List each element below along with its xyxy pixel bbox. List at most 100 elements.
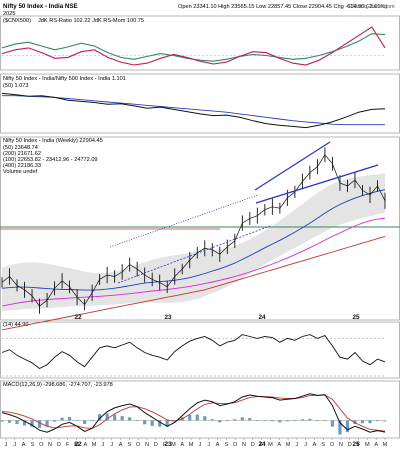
macd-histogram-bar [7, 420, 12, 423]
macd-histogram-bar [263, 420, 267, 422]
month-tick-label: D [251, 442, 255, 448]
month-tick-label: D [154, 442, 158, 448]
month-tick-label: A [216, 442, 220, 448]
price-legend-item: Volume undef [3, 169, 38, 175]
month-tick-label: S [321, 442, 325, 448]
macd-histogram-bar [330, 420, 335, 427]
ratio-line [1, 92, 386, 129]
macd-histogram-bar [60, 417, 64, 421]
month-tick-label: J [102, 442, 105, 448]
macd-histogram-bar [225, 420, 229, 422]
year-tick-label: 25 [352, 441, 360, 448]
year-tick-label: 22 [74, 441, 82, 448]
month-tick-label: M [365, 442, 370, 448]
month-tick-label: A [22, 442, 26, 448]
month-tick-label: M [286, 442, 291, 448]
macd-histogram-bar [353, 420, 357, 424]
macd-line [1, 393, 386, 433]
month-tick-label: A [313, 442, 317, 448]
ratio-subtitle: (50) 1.073 [3, 83, 29, 89]
year-tick-label: 23 [164, 441, 172, 448]
macd-histogram-bar [360, 420, 365, 424]
macd-histogram-bar [270, 420, 274, 422]
price-title: Nifty 50 Index - India (Weekly) 22904.45 [3, 138, 103, 144]
year-tick-label: 22 [74, 314, 82, 321]
month-tick-label: J [5, 442, 8, 448]
macd-histogram-bar [165, 420, 169, 427]
month-tick-label: O [39, 442, 44, 448]
macd-title: MACD(12,26,9) -298.686, -274.707, -23.97… [3, 382, 113, 388]
macd-histogram-bar [375, 420, 380, 422]
price-legend-item: (200) 21671.62 [3, 151, 41, 157]
macd-histogram-bar [345, 420, 350, 433]
macd-panel [0, 393, 387, 435]
macd-histogram-bar [0, 420, 4, 422]
month-tick-label: D [57, 442, 61, 448]
price-ma200-line [1, 235, 386, 331]
price-legend-item: (400) 22186.33 [3, 163, 41, 169]
macd-histogram-bar [300, 419, 304, 421]
macd-histogram-bar [195, 414, 199, 421]
macd-histogram-bar [338, 420, 342, 435]
month-tick-label: N [242, 442, 246, 448]
rs-symbol-label: ($CNX500) [3, 18, 31, 24]
month-tick-label: J [304, 442, 307, 448]
month-tick-label: F [357, 442, 361, 448]
month-tick-label: M [74, 442, 79, 448]
price-legend-item: (100) 22653.82 - 23412.96 - 24772.09 [3, 157, 98, 163]
month-tick-label: S [31, 442, 35, 448]
month-tick-label: N [339, 442, 343, 448]
macd-histogram-bar [308, 418, 312, 421]
macd-histogram-bar [37, 420, 42, 428]
macd-histogram-bar [90, 420, 94, 422]
macd-histogram-bar [278, 420, 282, 423]
price-stats: Open 23341.10 High 23565.15 Low 22857.45… [178, 4, 387, 10]
macd-histogram-bar [158, 420, 162, 427]
month-tick-label: S [224, 442, 228, 448]
macd-histogram-bar [248, 418, 252, 421]
macd-histogram-bar [135, 420, 139, 422]
macd-histogram-bar [128, 417, 132, 421]
month-tick-label: M [92, 442, 97, 448]
year-tick-label: 23 [164, 314, 172, 321]
channel-top-line [254, 141, 331, 191]
macd-histogram-bar [315, 420, 320, 422]
macd-histogram-bar [52, 420, 57, 422]
month-tick-label: S [128, 442, 132, 448]
macd-histogram-bar [383, 420, 387, 422]
macd-histogram-bar [120, 416, 124, 421]
price-legend: (50) 23648.74(200) 21671.62(100) 22653.8… [3, 145, 98, 175]
macd-histogram-bar [368, 420, 372, 424]
macd-histogram-bar [67, 416, 72, 421]
rs-panel [1, 26, 386, 66]
trendline-upper [109, 194, 259, 248]
macd-histogram-bar [22, 420, 27, 426]
rsi-panel [1, 334, 386, 377]
year-tick-label: 24 [258, 441, 266, 448]
macd-histogram-bar [285, 420, 289, 422]
month-tick-label: O [233, 442, 238, 448]
macd-histogram-bar [210, 419, 214, 421]
macd-histogram-bar [218, 420, 222, 423]
date-fragment: 2025 [3, 11, 15, 17]
macd-histogram-bar [98, 414, 102, 421]
channel-bottom-line [255, 164, 379, 204]
rsi-line [1, 334, 386, 370]
month-tick-label: J [207, 442, 210, 448]
rs-mom-line [1, 26, 386, 66]
month-tick-label: F [260, 442, 264, 448]
month-tick-label: O [136, 442, 141, 448]
price-band [2, 173, 385, 312]
month-tick-label: J [199, 442, 202, 448]
macd-histogram-bar [293, 420, 297, 422]
month-tick-label: O [330, 442, 335, 448]
macd-histogram-bar [75, 420, 79, 422]
macd-histogram-bar [45, 420, 49, 427]
month-tick-label: A [277, 442, 281, 448]
price-ma100-line [1, 217, 386, 307]
month-tick-label: F [66, 442, 70, 448]
month-tick-label: M [189, 442, 194, 448]
month-tick-label: A [83, 442, 87, 448]
macd-histogram-bar [83, 420, 87, 424]
